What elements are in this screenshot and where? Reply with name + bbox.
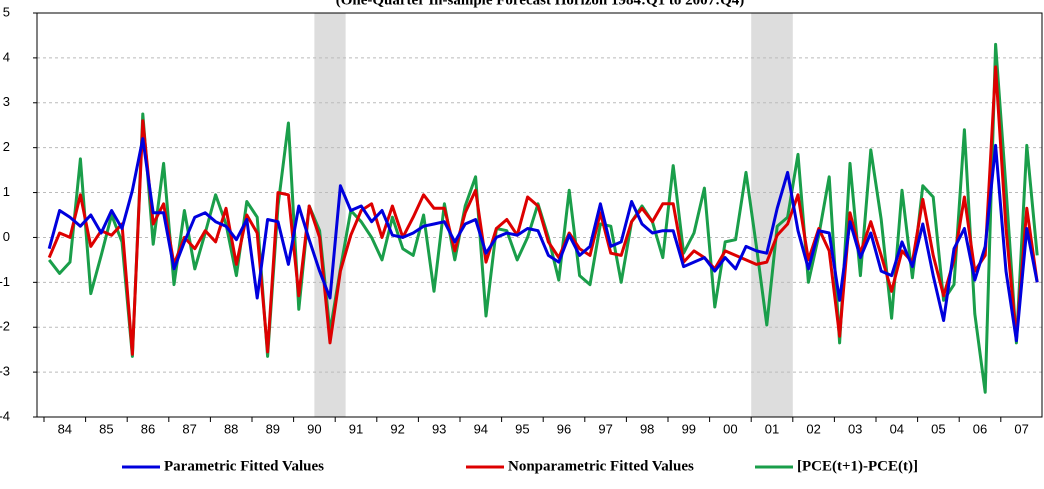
legend-label: [PCE(t+1)-PCE(t)]	[797, 458, 918, 474]
x-tick-label: 02	[806, 421, 820, 436]
x-tick-label: 07	[1014, 421, 1028, 436]
plot-frame	[36, 12, 1043, 418]
x-tick-label: 01	[765, 421, 779, 436]
series-line	[48, 42, 1039, 394]
y-tick-label: -2	[0, 319, 10, 334]
y-tick-label: 5	[3, 4, 10, 19]
y-tick-label: 0	[3, 229, 10, 244]
chart-title: (One-Quarter In-sample Forecast Horizon …	[336, 0, 745, 8]
x-tick-label: 00	[723, 421, 737, 436]
y-tick-label: 3	[3, 94, 10, 109]
y-tick-label: -1	[0, 274, 10, 289]
x-tick-label: 91	[349, 421, 363, 436]
x-tick-label: 87	[182, 421, 196, 436]
x-tick-label: 85	[99, 421, 113, 436]
x-tick-label: 93	[432, 421, 446, 436]
x-tick-label: 92	[390, 421, 404, 436]
x-tick-label: 96	[557, 421, 571, 436]
y-tick-label: 2	[3, 139, 10, 154]
x-tick-label: 99	[682, 421, 696, 436]
x-tick-label: 89	[266, 421, 280, 436]
y-tick-label: -4	[0, 408, 10, 423]
x-tick-label: 03	[848, 421, 862, 436]
x-tick-label: 90	[307, 421, 321, 436]
recession-band	[314, 13, 346, 417]
series-line	[47, 137, 1039, 343]
y-tick-label: -3	[0, 364, 10, 379]
y-tick-label: 4	[3, 49, 10, 64]
x-tick-label: 05	[931, 421, 945, 436]
x-tick-label: 06	[973, 421, 987, 436]
x-tick-label: 86	[141, 421, 155, 436]
x-tick-label: 04	[890, 421, 904, 436]
x-tick-label: 84	[58, 421, 72, 436]
x-tick-label: 98	[640, 421, 654, 436]
legend-label: Parametric Fitted Values	[164, 458, 324, 474]
x-tick-label: 94	[474, 421, 488, 436]
x-tick-label: 97	[598, 421, 612, 436]
series-line	[47, 65, 1039, 356]
recession-band	[751, 13, 793, 417]
x-tick-label: 88	[224, 421, 238, 436]
y-tick-label: 1	[3, 184, 10, 199]
x-tick-label: 95	[515, 421, 529, 436]
legend-label: Nonparametric Fitted Values	[508, 458, 694, 474]
